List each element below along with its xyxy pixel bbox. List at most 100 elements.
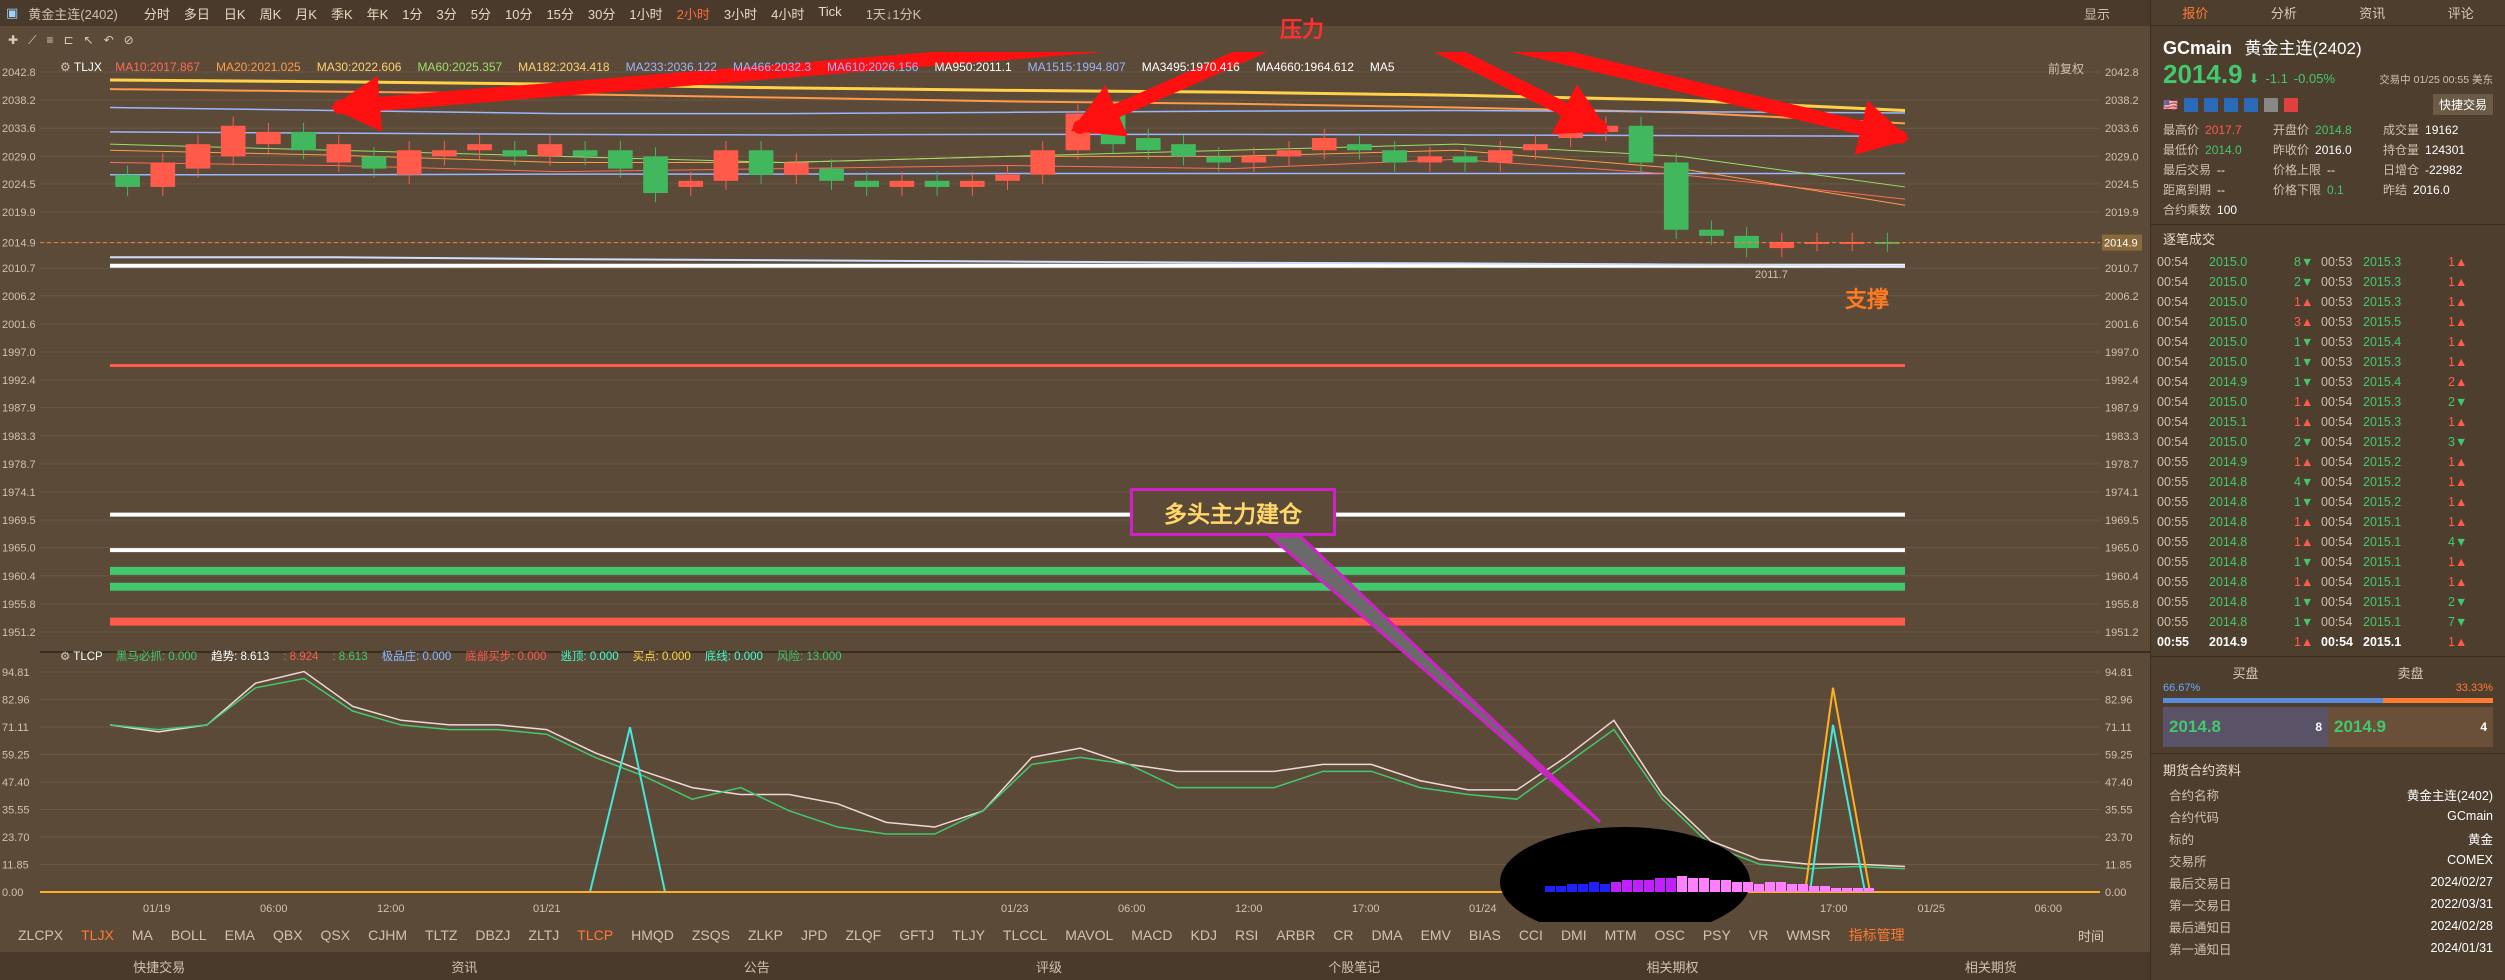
tag-icon-3[interactable] bbox=[2223, 97, 2238, 112]
indicator-tab-zlqf[interactable]: ZLQF bbox=[845, 927, 882, 943]
indicator-tab-bias[interactable]: BIAS bbox=[1468, 927, 1501, 943]
indicator-tab-zlcpx[interactable]: ZLCPX bbox=[18, 927, 64, 943]
trade-row: 00:55 2014.8 1 ▲ 00:54 2015.1 1 ▲ bbox=[2157, 572, 2499, 592]
period-14[interactable]: 2小时 bbox=[676, 6, 710, 22]
indicator-tab-cr[interactable]: CR bbox=[1333, 927, 1354, 943]
period-3[interactable]: 周K bbox=[259, 6, 282, 22]
indicator-tab-dma[interactable]: DMA bbox=[1371, 927, 1403, 943]
period-2[interactable]: 日K bbox=[223, 6, 246, 22]
period-9[interactable]: 5分 bbox=[470, 6, 491, 22]
period-8[interactable]: 3分 bbox=[436, 6, 457, 22]
footer-tab-0[interactable]: 快捷交易 bbox=[133, 959, 186, 975]
heart-icon[interactable] bbox=[2283, 97, 2298, 112]
chart-area[interactable]: 2042.8 2042.8 2038.2 2038.2 2033.6 2033.6 2029… bbox=[0, 15, 2160, 937]
footer-tab-2[interactable]: 公告 bbox=[743, 959, 770, 975]
indicator-tab-zltj[interactable]: ZLTJ bbox=[528, 927, 560, 943]
footer-tab-4[interactable]: 个股笔记 bbox=[1328, 959, 1381, 975]
period-6[interactable]: 年K bbox=[366, 6, 389, 22]
period-17[interactable]: Tick bbox=[818, 3, 842, 19]
indicator-tab-qbx[interactable]: QBX bbox=[272, 927, 303, 943]
indicator-tab-emv[interactable]: EMV bbox=[1420, 927, 1451, 943]
tag-icon-5[interactable] bbox=[2263, 97, 2278, 112]
indicator-tab-hmqd[interactable]: HMQD bbox=[631, 927, 674, 943]
channel-tool-icon[interactable]: ≡ bbox=[46, 33, 54, 47]
period-13[interactable]: 1小时 bbox=[629, 6, 663, 22]
indicator-tab-tljy[interactable]: TLJY bbox=[952, 927, 985, 943]
indicator-tab-mavol[interactable]: MAVOL bbox=[1065, 927, 1114, 943]
indicator-tab-osc[interactable]: OSC bbox=[1654, 927, 1685, 943]
back-icon[interactable]: ↶ bbox=[103, 33, 114, 47]
quote-tabs: 报价 分析 资讯 评论 bbox=[2151, 0, 2505, 26]
indicator-tab-tlcp[interactable]: TLCP bbox=[577, 927, 614, 943]
footer-tab-6[interactable]: 相关期货 bbox=[1964, 959, 2017, 975]
period-1[interactable]: 多日 bbox=[183, 6, 210, 22]
indicator-tab-cjhm[interactable]: CJHM bbox=[368, 927, 408, 943]
sub-indicator-name[interactable]: TLCP bbox=[73, 651, 103, 663]
footer-tab-5[interactable]: 相关期权 bbox=[1646, 959, 1699, 975]
quote-tab-0[interactable]: 报价 bbox=[2182, 6, 2209, 21]
indicator-tab-zlkp[interactable]: ZLKP bbox=[747, 927, 783, 943]
indicator-tab-tlccl[interactable]: TLCCL bbox=[1002, 927, 1048, 943]
main-indicator-name[interactable]: TLJX bbox=[73, 60, 102, 74]
indicator-tab-psy[interactable]: PSY bbox=[1702, 927, 1731, 943]
window-icon[interactable]: ▣ bbox=[6, 5, 19, 20]
indicator-tab-gftj[interactable]: GFTJ bbox=[899, 927, 935, 943]
quote-tab-1[interactable]: 分析 bbox=[2270, 6, 2297, 21]
tag-icon-2[interactable] bbox=[2203, 97, 2218, 112]
indicator-tab-zsqs[interactable]: ZSQS bbox=[691, 927, 730, 943]
tag-icon-1[interactable] bbox=[2183, 97, 2198, 112]
indicator-tab-rsi[interactable]: RSI bbox=[1234, 927, 1259, 943]
footer-tab-3[interactable]: 评级 bbox=[1035, 959, 1062, 975]
indicator-tab-vr[interactable]: VR bbox=[1748, 927, 1769, 943]
indicator-tab-tljx[interactable]: TLJX bbox=[81, 927, 114, 943]
y-tick-label-left: 1955.8 bbox=[2, 599, 36, 611]
quote-tab-3[interactable]: 评论 bbox=[2447, 6, 2474, 21]
indicator-tab-kdj[interactable]: KDJ bbox=[1190, 927, 1217, 943]
period-10[interactable]: 10分 bbox=[504, 6, 533, 22]
indicator-tab-wmsr[interactable]: WMSR bbox=[1786, 927, 1831, 943]
indicator-tab-ma[interactable]: MA bbox=[131, 927, 153, 943]
period-16[interactable]: 4小时 bbox=[771, 6, 805, 22]
crosshair-icon[interactable]: ✚ bbox=[8, 33, 19, 47]
indicator-tab-macd[interactable]: MACD bbox=[1131, 927, 1173, 943]
quick-trade-button[interactable]: 快捷交易 bbox=[2432, 94, 2493, 115]
indicator-tab-arbr[interactable]: ARBR bbox=[1276, 927, 1316, 943]
symbol-title[interactable]: 黄金主连(2402) bbox=[28, 6, 118, 22]
indicator-tab-cci[interactable]: CCI bbox=[1518, 927, 1543, 943]
ask-qty: 4 bbox=[2480, 720, 2487, 734]
arrow-tool-icon[interactable]: ↖ bbox=[83, 33, 94, 47]
period-7[interactable]: 1分 bbox=[402, 6, 423, 22]
fq-label[interactable]: 前复权 bbox=[2048, 62, 2085, 76]
period-5[interactable]: 季K bbox=[330, 6, 353, 22]
period-0[interactable]: 分时 bbox=[143, 6, 170, 22]
trade-price: 2015.3 bbox=[2363, 295, 2402, 309]
sub-settings-icon[interactable]: ⚙ bbox=[60, 651, 74, 663]
indicator-tab-ema[interactable]: EMA bbox=[224, 927, 255, 943]
indicator-tab-指标管理[interactable]: 指标管理 bbox=[1848, 927, 1905, 943]
indicator-tab-qsx[interactable]: QSX bbox=[320, 927, 351, 943]
price-chart[interactable]: 2042.8 2042.8 2038.2 2038.2 2033.6 2033.6 2029… bbox=[0, 15, 2160, 937]
candle-body bbox=[1875, 241, 1900, 244]
settings-icon[interactable]: ⚙ bbox=[60, 60, 74, 74]
period-4[interactable]: 月K bbox=[295, 6, 317, 22]
line-tool-icon[interactable]: ⟋ bbox=[28, 32, 37, 47]
period-15[interactable]: 3小时 bbox=[723, 6, 758, 22]
display-menu[interactable]: 显示 bbox=[2083, 6, 2110, 22]
indicator-tab-dbzj[interactable]: DBZJ bbox=[475, 927, 511, 943]
indicator-tab-tltz[interactable]: TLTZ bbox=[425, 927, 458, 943]
footer-tab-1[interactable]: 资讯 bbox=[451, 959, 478, 975]
clear-icon[interactable]: ⊘ bbox=[123, 33, 134, 47]
period-12[interactable]: 30分 bbox=[587, 6, 616, 22]
range-select[interactable]: 1天↓1分K bbox=[865, 6, 922, 22]
trade-price: 2014.8 bbox=[2209, 575, 2248, 589]
indicator-tab-dmi[interactable]: DMI bbox=[1560, 927, 1587, 943]
indicator-tab-jpd[interactable]: JPD bbox=[801, 927, 828, 943]
period-11[interactable]: 15分 bbox=[546, 6, 574, 22]
tag-icon-4[interactable] bbox=[2243, 97, 2258, 112]
indicator-tab-mtm[interactable]: MTM bbox=[1604, 927, 1637, 943]
volume-bar bbox=[1578, 884, 1588, 892]
quote-tab-2[interactable]: 资讯 bbox=[2359, 6, 2386, 21]
indicator-tab-boll[interactable]: BOLL bbox=[170, 927, 207, 943]
fib-tool-icon[interactable]: ⊏ bbox=[63, 33, 74, 47]
candle-body bbox=[396, 150, 422, 175]
